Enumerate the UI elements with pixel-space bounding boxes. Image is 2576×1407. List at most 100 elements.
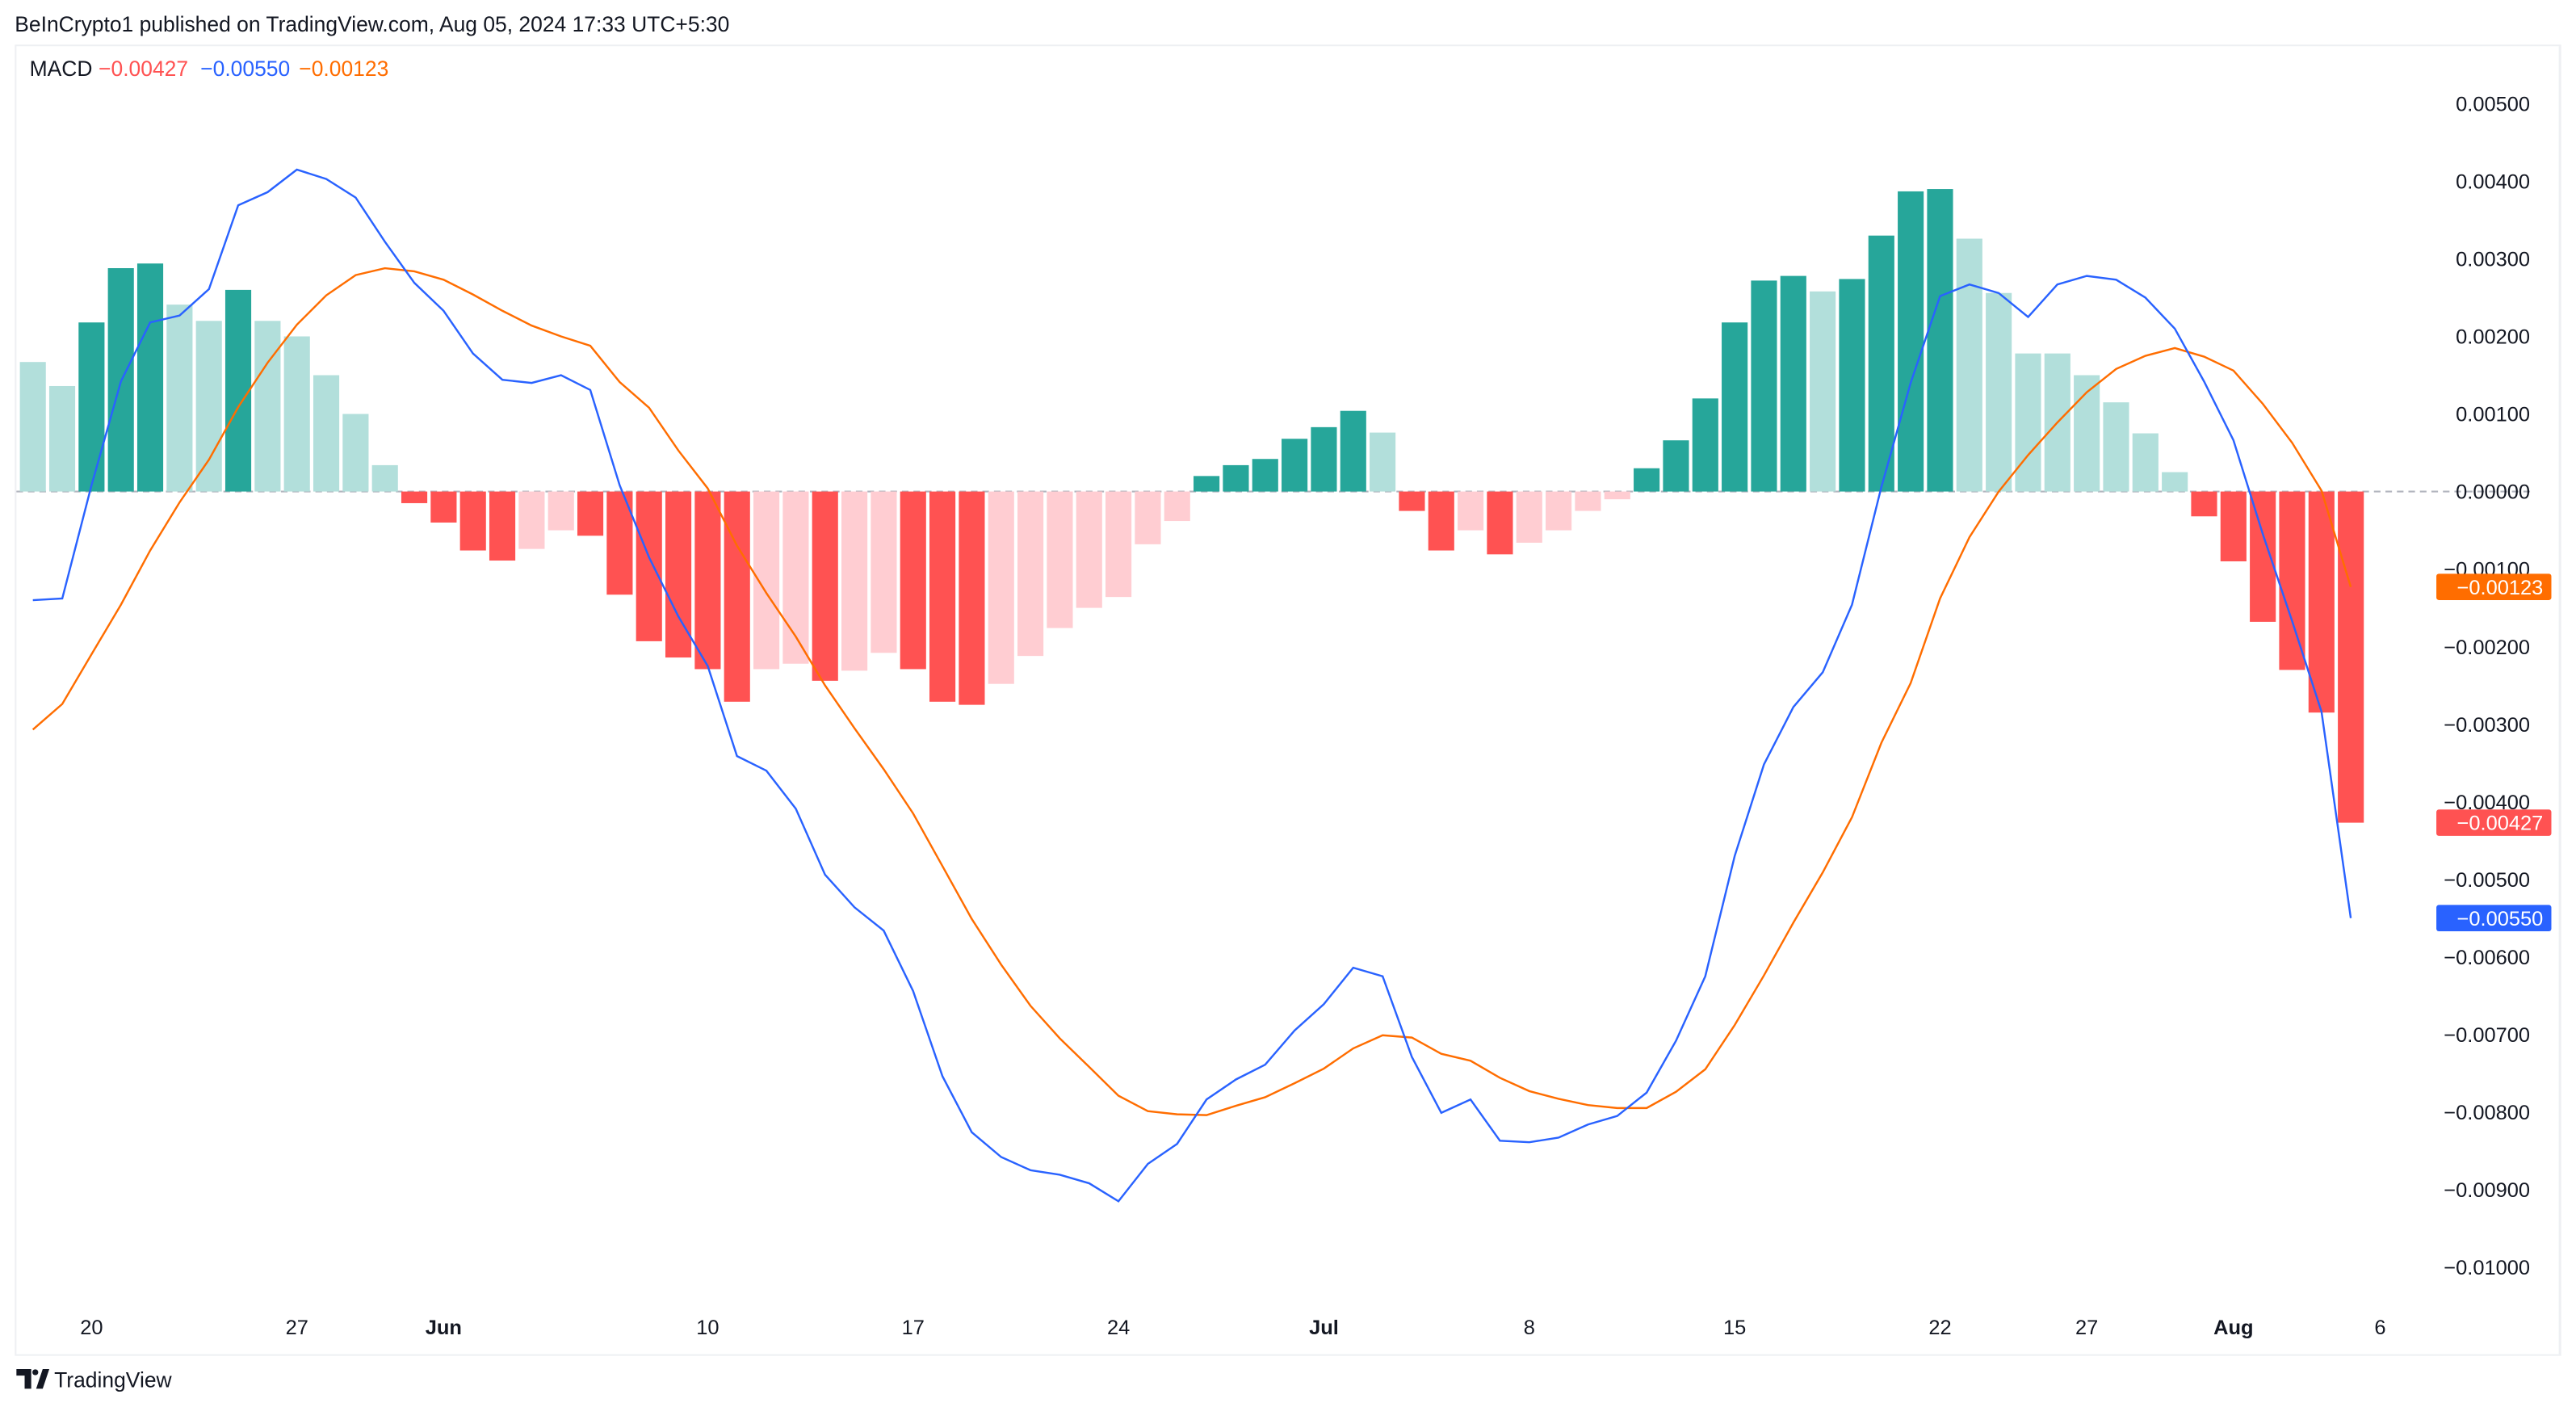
last-value-badges: −0.00123 −0.00427 −0.00550 (2436, 573, 2552, 931)
histogram-bar (577, 491, 604, 536)
time-tick-label: Jul (1309, 1317, 1339, 1339)
signal-line (31, 267, 2352, 1116)
histogram-bar (871, 491, 897, 653)
histogram-bar (2015, 353, 2041, 492)
histogram-bar (1722, 322, 1748, 492)
histogram-bar (1252, 459, 1278, 492)
histogram-bar (2220, 491, 2247, 561)
histogram-bar (1986, 292, 2012, 492)
signal-badge: −0.00123 (2436, 573, 2552, 600)
histogram-bar (2338, 491, 2364, 823)
time-tick-label: Aug (2213, 1317, 2253, 1339)
histogram-bar (1546, 491, 1572, 531)
histogram-bar (1047, 491, 1073, 628)
histogram-bar (1780, 275, 1806, 492)
hist-badge: −0.00427 (2436, 809, 2552, 836)
time-tick-label: 6 (2374, 1317, 2385, 1339)
histogram-bar (1898, 191, 1924, 492)
histogram-bar (1751, 280, 1777, 492)
time-tick-label: 20 (80, 1317, 103, 1339)
legend-hist-value: −0.00427 (99, 57, 188, 81)
chart-pane[interactable] (15, 44, 2561, 1356)
histogram-bar (1105, 491, 1132, 598)
histogram-bar (694, 491, 721, 670)
histogram-bar (224, 289, 252, 492)
histogram-bar (636, 491, 662, 641)
histogram-bar (753, 491, 780, 670)
price-axis[interactable]: 0.00500 0.00400 0.00300 0.00200 0.00100 0.000… (2444, 94, 2530, 1279)
histogram-bar (2132, 433, 2159, 492)
histogram-bar (1487, 491, 1513, 555)
histogram-bar (1634, 468, 1660, 492)
tradingview-logo-icon (16, 1368, 50, 1389)
macd-line (32, 168, 2352, 1203)
histogram-bar (1604, 491, 1630, 500)
time-tick-label: 27 (286, 1317, 308, 1339)
legend-signal-value: −0.00123 (299, 57, 388, 81)
macd-badge-label: −0.00550 (2457, 908, 2544, 930)
histogram-bar (1428, 491, 1454, 551)
histogram-bar (548, 491, 574, 531)
histogram-bar (1839, 279, 1865, 492)
histogram-bar (2103, 402, 2129, 492)
histogram-bar (1311, 426, 1337, 492)
price-tick-label: −0.00500 (2444, 869, 2530, 892)
histogram-bar (489, 491, 516, 561)
histogram-bar (841, 491, 868, 671)
price-tick-label: 0.00100 (2456, 404, 2530, 426)
histogram-bar (1223, 464, 1249, 492)
histogram-bar (195, 321, 222, 492)
histogram-bar (1575, 491, 1601, 511)
histogram-bar (254, 321, 281, 492)
histogram-bar (988, 491, 1014, 684)
histogram-bar (166, 304, 193, 492)
time-axis[interactable]: 20 27 Jun 10 17 24 Jul 8 15 22 27 Aug 6 (80, 1317, 2385, 1339)
histogram-bar (1164, 491, 1190, 522)
price-tick-label: −0.01000 (2444, 1257, 2530, 1279)
price-tick-label: −0.00700 (2444, 1024, 2530, 1047)
histogram-bar (430, 491, 457, 523)
price-tick-label: 0.00500 (2456, 94, 2530, 116)
price-tick-label: −0.00600 (2444, 947, 2530, 969)
histogram-bar (1458, 491, 1484, 531)
time-tick-label: 24 (1107, 1317, 1130, 1339)
legend-macd-value: −0.00550 (200, 57, 290, 81)
time-tick-label: 15 (1723, 1317, 1746, 1339)
histogram-bar (518, 491, 545, 549)
price-tick-label: −0.00200 (2444, 636, 2530, 659)
histogram-bar (812, 491, 838, 681)
time-tick-label: 27 (2075, 1317, 2098, 1339)
histogram-bar (371, 464, 398, 492)
histogram-bar (19, 362, 46, 492)
price-tick-label: 0.00200 (2456, 326, 2530, 349)
histogram-bar (459, 491, 486, 551)
histogram-bar (1076, 491, 1102, 608)
time-tick-label: 17 (902, 1317, 925, 1339)
histogram-bar (283, 336, 310, 492)
histogram-bar (929, 491, 956, 702)
histogram-bar (1663, 440, 1689, 492)
histogram-bar (2074, 375, 2100, 492)
tradingview-brand: TradingView (54, 1367, 172, 1392)
histogram-bar (2308, 491, 2335, 713)
histogram-bar (1017, 491, 1044, 657)
histogram-bar (78, 322, 105, 492)
histogram-bar (1399, 491, 1425, 511)
histogram-bar (1340, 410, 1366, 492)
histogram-bar (2250, 491, 2276, 622)
histogram-bar (1370, 432, 1396, 492)
histogram-bar (900, 491, 926, 670)
tradingview-logo[interactable]: TradingView (16, 1367, 173, 1392)
histogram-bar (1927, 189, 1953, 492)
time-tick-label: 22 (1928, 1317, 1951, 1339)
macd-badge: −0.00550 (2436, 905, 2552, 931)
price-tick-label: −0.00900 (2444, 1179, 2530, 1202)
histogram-bar (1956, 238, 1982, 492)
histogram-bar (2162, 472, 2188, 492)
histogram-bar (724, 491, 750, 702)
histogram-bar (959, 491, 985, 705)
price-tick-label: 0.00400 (2456, 171, 2530, 194)
histogram-bar (1194, 476, 1220, 492)
signal-badge-label: −0.00123 (2457, 577, 2544, 599)
